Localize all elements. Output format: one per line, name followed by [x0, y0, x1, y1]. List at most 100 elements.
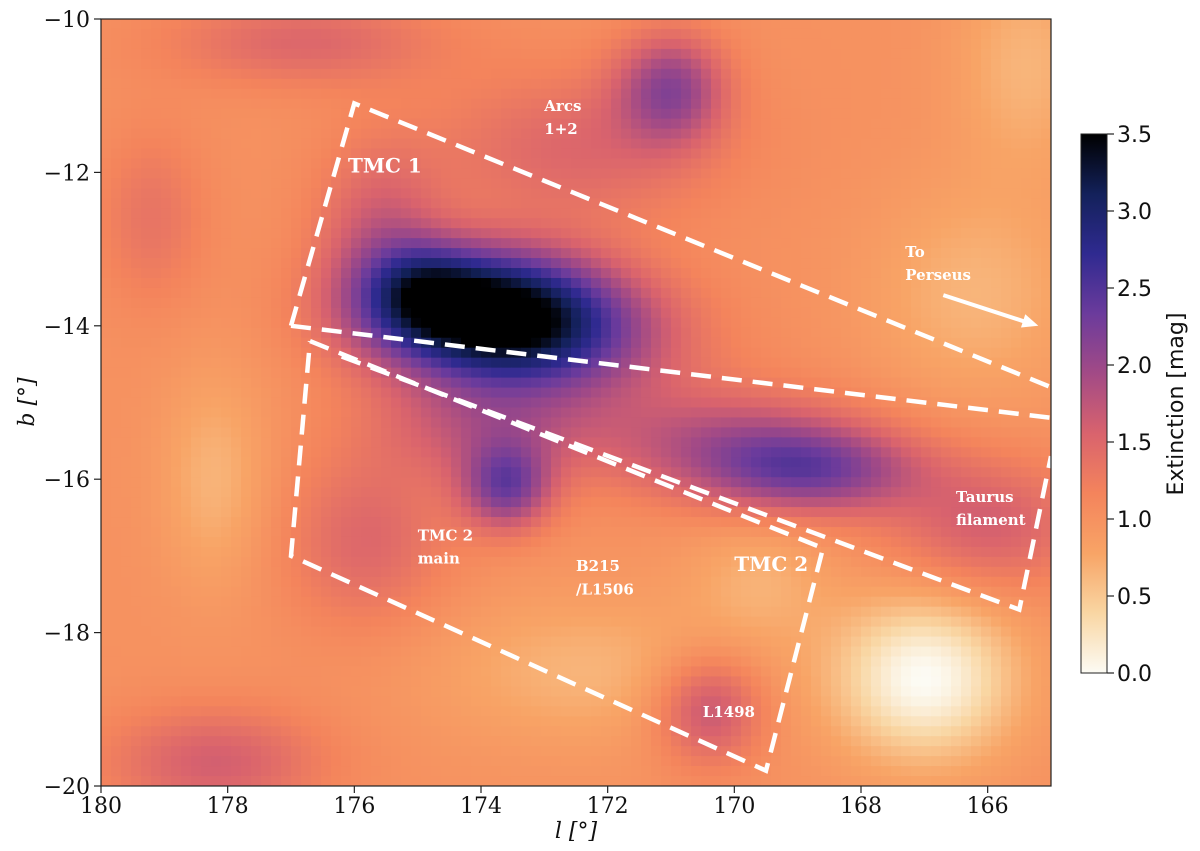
heatmap-cell [771, 78, 782, 90]
heatmap-cell [171, 148, 182, 160]
heatmap-cell [961, 148, 972, 160]
heatmap-cell [851, 417, 862, 428]
heatmap-cell [821, 487, 832, 498]
heatmap-cell [511, 377, 522, 389]
heatmap-cell [241, 317, 252, 329]
heatmap-cell [951, 19, 962, 30]
heatmap-cell [891, 297, 902, 309]
heatmap-cell [201, 487, 212, 498]
heatmap-cell [121, 327, 132, 339]
heatmap-cell [531, 347, 542, 359]
heatmap-cell [451, 337, 462, 349]
heatmap-cell [801, 477, 812, 488]
heatmap-cell [571, 38, 582, 50]
heatmap-cell [961, 437, 972, 448]
heatmap-cell [751, 407, 762, 419]
heatmap-cell [531, 317, 542, 329]
heatmap-cell [721, 477, 732, 488]
heatmap-cell [211, 158, 222, 170]
heatmap-cell [811, 178, 822, 189]
heatmap-cell [701, 417, 712, 428]
heatmap-cell [671, 307, 682, 319]
heatmap-cell [901, 327, 912, 339]
heatmap-cell [1031, 447, 1042, 458]
heatmap-cell [931, 397, 942, 409]
heatmap-cell [221, 198, 232, 209]
heatmap-cell [781, 158, 792, 170]
heatmap-cell [601, 467, 612, 478]
heatmap-cell [921, 88, 932, 100]
heatmap-cell [811, 417, 822, 428]
heatmap-cell [171, 487, 182, 498]
heatmap-cell [621, 118, 632, 130]
heatmap-cell [531, 78, 542, 90]
heatmap-cell [761, 457, 772, 468]
heatmap-cell [901, 19, 912, 30]
heatmap-cell [971, 88, 982, 100]
heatmap-cell [351, 287, 362, 299]
heatmap-cell [431, 277, 442, 289]
heatmap-cell [691, 457, 702, 468]
heatmap-cell [841, 178, 852, 189]
heatmap-cell [591, 168, 602, 179]
heatmap-cell [141, 427, 152, 438]
heatmap-cell [611, 258, 622, 269]
heatmap-cell [671, 347, 682, 359]
heatmap-cell [521, 108, 532, 120]
heatmap-cell [111, 198, 122, 209]
heatmap-cell [421, 347, 432, 359]
heatmap-cell [111, 208, 122, 219]
heatmap-cell [251, 48, 262, 60]
heatmap-cell [771, 88, 782, 100]
heatmap-cell [581, 78, 592, 90]
heatmap-cell [851, 28, 862, 40]
heatmap-cell [111, 497, 122, 508]
heatmap-cell [791, 198, 802, 209]
heatmap-cell [191, 377, 202, 389]
heatmap-cell [141, 337, 152, 349]
heatmap-cell [721, 78, 732, 90]
heatmap-cell [901, 158, 912, 170]
heatmap-cell [931, 19, 942, 30]
heatmap-cell [481, 387, 492, 399]
heatmap-cell [571, 277, 582, 289]
heatmap-cell [201, 208, 212, 219]
heatmap-cell [241, 437, 252, 448]
heatmap-cell [971, 497, 982, 508]
heatmap-cell [1031, 138, 1042, 150]
heatmap-cell [961, 357, 972, 369]
heatmap-cell [291, 347, 302, 359]
heatmap-cell [961, 417, 972, 428]
heatmap-cell [671, 287, 682, 299]
heatmap-cell [831, 317, 842, 329]
heatmap-cell [521, 198, 532, 209]
heatmap-cell [881, 58, 892, 70]
heatmap-cell [631, 19, 642, 30]
heatmap-cell [631, 337, 642, 349]
heatmap-cell [601, 347, 612, 359]
heatmap-cell [101, 108, 112, 120]
heatmap-cell [711, 437, 722, 448]
extinction-heatmap [101, 19, 1051, 786]
heatmap-cell [651, 327, 662, 339]
heatmap-cell [851, 198, 862, 209]
heatmap-cell [1021, 58, 1032, 70]
heatmap-cell [241, 198, 252, 209]
heatmap-cell [451, 497, 462, 508]
heatmap-cell [861, 517, 872, 528]
heatmap-cell [1041, 287, 1051, 299]
heatmap-cell [261, 297, 272, 309]
heatmap-cell [771, 58, 782, 70]
heatmap-cell [101, 158, 112, 170]
heatmap-cell [481, 198, 492, 209]
heatmap-cell [261, 327, 272, 339]
heatmap-cell [781, 198, 792, 209]
heatmap-cell [731, 507, 742, 518]
heatmap-cell [391, 477, 402, 488]
heatmap-cell [301, 297, 312, 309]
heatmap-cell [631, 98, 642, 110]
heatmap-cell [641, 188, 652, 199]
heatmap-cell [851, 447, 862, 458]
heatmap-cell [311, 68, 322, 80]
heatmap-cell [241, 108, 252, 120]
